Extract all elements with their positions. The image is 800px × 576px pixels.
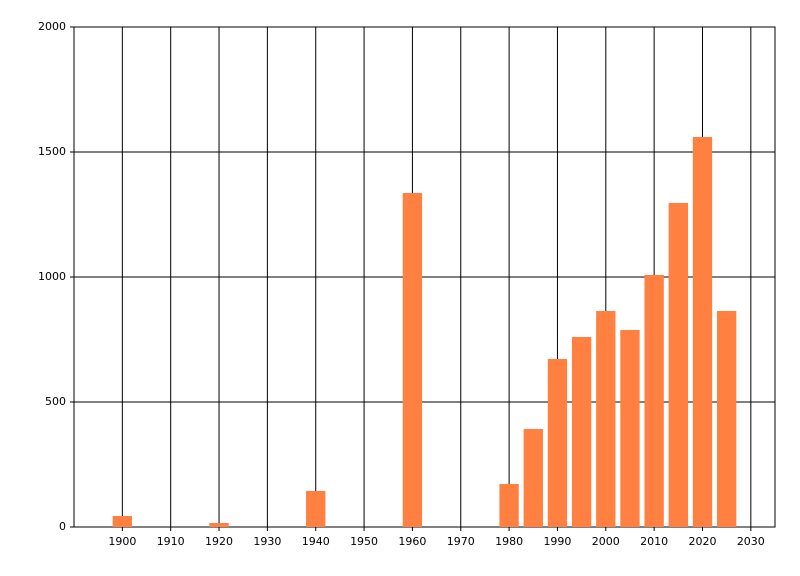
y-tick-label: 1500 [38, 145, 66, 158]
y-tick-label: 500 [45, 395, 66, 408]
x-tick-label: 2030 [737, 535, 765, 548]
x-tick-label: 2020 [688, 535, 716, 548]
plot-border [73, 26, 776, 528]
bar [620, 330, 640, 527]
y-tick-label: 1000 [38, 270, 66, 283]
x-tick-label: 1930 [253, 535, 281, 548]
bar [402, 193, 423, 527]
bar [692, 137, 713, 527]
bar [547, 359, 568, 527]
bar [306, 491, 326, 527]
x-tick-label: 2000 [592, 535, 620, 548]
bar [112, 516, 133, 527]
bar [499, 484, 519, 527]
x-tick-label: 1900 [108, 535, 136, 548]
x-tick-label: 1990 [543, 535, 571, 548]
bar [668, 203, 688, 527]
x-tick-label: 2010 [640, 535, 668, 548]
x-tick-label: 1910 [157, 535, 185, 548]
bar [571, 337, 592, 527]
x-tick-label: 1940 [302, 535, 330, 548]
y-tick-label: 0 [59, 520, 66, 533]
bar [596, 311, 616, 527]
x-tick-label: 1950 [350, 535, 378, 548]
x-tick-label: 1980 [495, 535, 523, 548]
bar [644, 275, 664, 527]
x-tick-label: 1970 [447, 535, 475, 548]
bar [523, 429, 543, 527]
bar [716, 311, 737, 527]
bar [209, 523, 229, 527]
y-tick-label: 2000 [38, 20, 66, 33]
x-tick-label: 1920 [205, 535, 233, 548]
x-tick-label: 1960 [398, 535, 426, 548]
